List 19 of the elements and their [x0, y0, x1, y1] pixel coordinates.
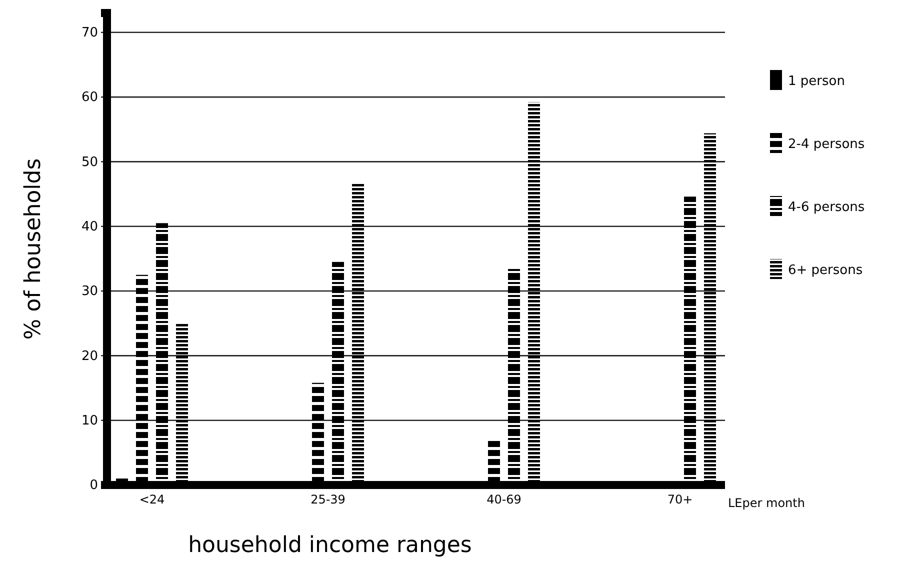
y-tick-label: 70 [81, 26, 98, 41]
y-tick-label: 30 [81, 284, 98, 300]
text: LEper month [728, 496, 805, 510]
x-tick-label: <24 [139, 492, 165, 507]
y-axis-title: % of households [21, 158, 46, 340]
y-tick-label: 10 [81, 414, 98, 428]
x-tick-label: 70+ [667, 492, 693, 507]
x-tick-label: 25-39 [310, 492, 346, 507]
legend-label: 6+ persons [788, 263, 863, 278]
y-tick-label: 20 [81, 348, 98, 364]
legend-label: 4-6 persons [788, 200, 865, 215]
x-axis-title: household income ranges [188, 533, 472, 558]
y-tick-label: 50 [81, 154, 98, 170]
legend-label: 2-4 persons [788, 137, 865, 152]
legend-label: 1 person [788, 74, 845, 89]
y-tick-label: 60 [81, 90, 98, 106]
y-tick-label: 0 [90, 478, 98, 494]
y-tick-label: 40 [81, 220, 98, 235]
x-tick-label: 40-69 [486, 492, 522, 507]
